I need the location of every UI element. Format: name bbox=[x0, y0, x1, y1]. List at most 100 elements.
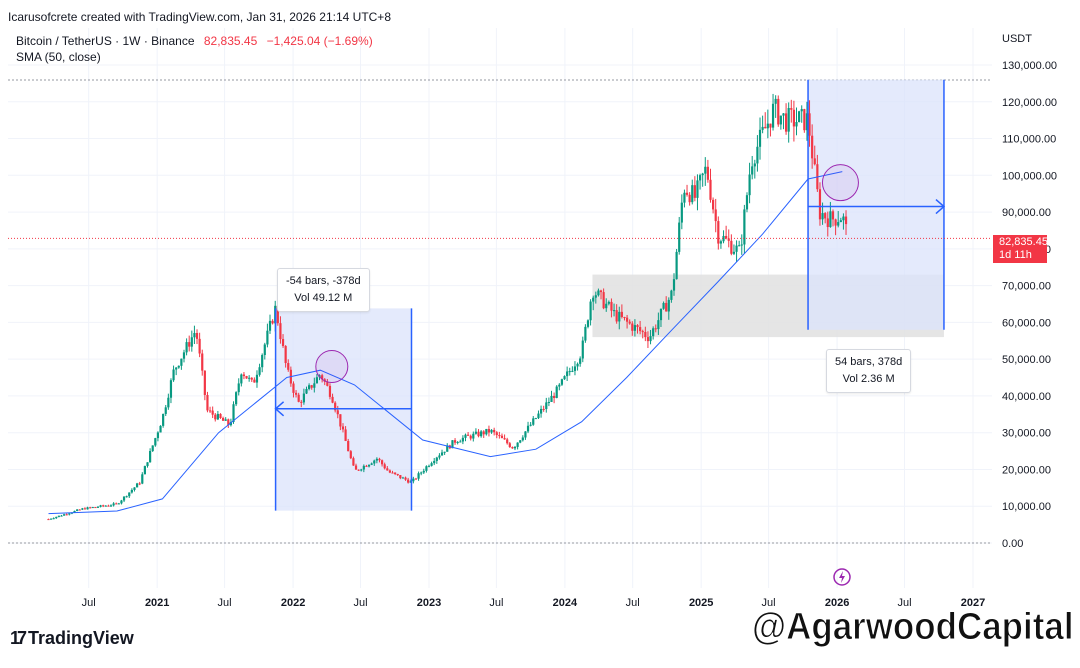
candle-body bbox=[597, 290, 600, 296]
watermark: @AgarwoodCapital bbox=[752, 606, 1074, 649]
candle-body bbox=[214, 414, 217, 420]
left-measure-bars: -54 bars, -378d bbox=[286, 275, 361, 287]
candle-body bbox=[732, 251, 736, 254]
candle-body bbox=[751, 166, 754, 175]
candle-body bbox=[357, 469, 360, 471]
candle-body bbox=[380, 460, 384, 465]
candle-body bbox=[302, 393, 305, 403]
candle-body bbox=[526, 425, 530, 432]
candle-body bbox=[813, 158, 816, 165]
candle-body bbox=[328, 385, 332, 397]
candle-body bbox=[435, 457, 438, 461]
candle-body bbox=[560, 379, 564, 385]
candle-body bbox=[367, 464, 371, 467]
candle-body bbox=[516, 442, 519, 447]
candle-body bbox=[722, 235, 725, 242]
candle-body bbox=[646, 337, 650, 342]
candle-body bbox=[745, 195, 749, 210]
candle-body bbox=[672, 279, 676, 291]
candle-body bbox=[576, 363, 579, 367]
candle-body bbox=[602, 292, 605, 309]
candle-body bbox=[65, 514, 68, 516]
candle-body bbox=[365, 465, 368, 467]
candle-body bbox=[294, 392, 298, 395]
time-axis: Jul 2021 Jul 2022 Jul 2023 Jul 2024 Jul 2025 Jul 20… bbox=[82, 597, 986, 609]
candle-body bbox=[427, 465, 431, 467]
candle-body bbox=[81, 508, 84, 510]
candle-body bbox=[542, 408, 545, 410]
candle-body bbox=[461, 437, 464, 442]
y-tick-label: 70,000.00 bbox=[1002, 281, 1051, 293]
candle-body bbox=[842, 216, 845, 221]
candle-body bbox=[834, 219, 837, 226]
y-tick-label: 10,000.00 bbox=[1002, 501, 1051, 513]
candle-body bbox=[313, 383, 316, 388]
indicator-label[interactable]: SMA (50, close) bbox=[16, 50, 101, 64]
x-tick-label: Jul bbox=[218, 597, 232, 609]
currency-label[interactable]: USDT bbox=[1002, 33, 1032, 45]
right-measure-info: 54 bars, 378d Vol 2.36 M bbox=[826, 349, 912, 393]
candle-body bbox=[190, 337, 193, 347]
attribution: Icarusofcrete created with TradingView.c… bbox=[8, 10, 391, 24]
candle-body bbox=[91, 507, 94, 509]
lightning-icon[interactable] bbox=[832, 567, 852, 587]
candle-body bbox=[803, 109, 806, 131]
candle-body bbox=[662, 302, 665, 309]
candle-body bbox=[753, 163, 756, 167]
x-tick-label: Jul bbox=[353, 597, 367, 609]
candle-body bbox=[232, 404, 235, 422]
candle-body bbox=[68, 513, 71, 515]
candle-body bbox=[451, 440, 454, 449]
candle-body bbox=[412, 478, 415, 482]
candle-body bbox=[138, 483, 141, 485]
candle-body bbox=[60, 515, 63, 517]
candle-body bbox=[612, 310, 616, 312]
candle-body bbox=[500, 435, 504, 439]
candle-body bbox=[766, 123, 769, 129]
candle-body bbox=[594, 295, 597, 298]
candle-body bbox=[579, 358, 582, 364]
candle-body bbox=[102, 505, 105, 507]
candle-body bbox=[633, 325, 637, 331]
candle-body bbox=[216, 413, 219, 420]
candle-body bbox=[811, 135, 814, 159]
candle-body bbox=[771, 103, 775, 128]
candle-body bbox=[735, 245, 738, 252]
candle-body bbox=[198, 338, 201, 354]
candle-body bbox=[383, 464, 386, 469]
candle-body bbox=[524, 431, 527, 438]
candle-body bbox=[469, 435, 472, 439]
left-measure-vol: Vol 49.12 M bbox=[294, 292, 353, 304]
candle-body bbox=[506, 439, 509, 444]
candle-body bbox=[641, 331, 644, 333]
candle-body bbox=[250, 377, 253, 380]
candle-body bbox=[498, 435, 501, 437]
candle-body bbox=[180, 358, 183, 366]
candle-body bbox=[644, 331, 647, 338]
candle-body bbox=[300, 401, 303, 403]
candle-body bbox=[474, 431, 478, 434]
candle-body bbox=[805, 113, 809, 131]
candle-body bbox=[162, 413, 165, 426]
candle-body bbox=[182, 352, 186, 359]
candle-body bbox=[305, 389, 308, 394]
y-tick-label: 100,000.00 bbox=[1002, 170, 1057, 182]
candle-body bbox=[99, 505, 102, 507]
candle-body bbox=[57, 515, 60, 517]
candle-body bbox=[831, 211, 835, 220]
highlight-circle-2026 bbox=[821, 164, 859, 202]
candle-body bbox=[151, 445, 154, 452]
candle-body bbox=[156, 432, 160, 439]
candle-body bbox=[164, 407, 167, 414]
candle-body bbox=[362, 465, 365, 470]
candle-body bbox=[310, 385, 313, 388]
measure-arrowhead-0 bbox=[274, 401, 285, 417]
candle-body bbox=[336, 410, 339, 415]
x-tick-label: 2025 bbox=[689, 597, 713, 609]
candle-body bbox=[175, 367, 178, 370]
candle-body bbox=[154, 438, 157, 446]
tradingview-logo[interactable]: 17 TradingView bbox=[10, 628, 134, 649]
candle-body bbox=[339, 414, 342, 427]
x-tick-label: 2021 bbox=[145, 597, 169, 609]
